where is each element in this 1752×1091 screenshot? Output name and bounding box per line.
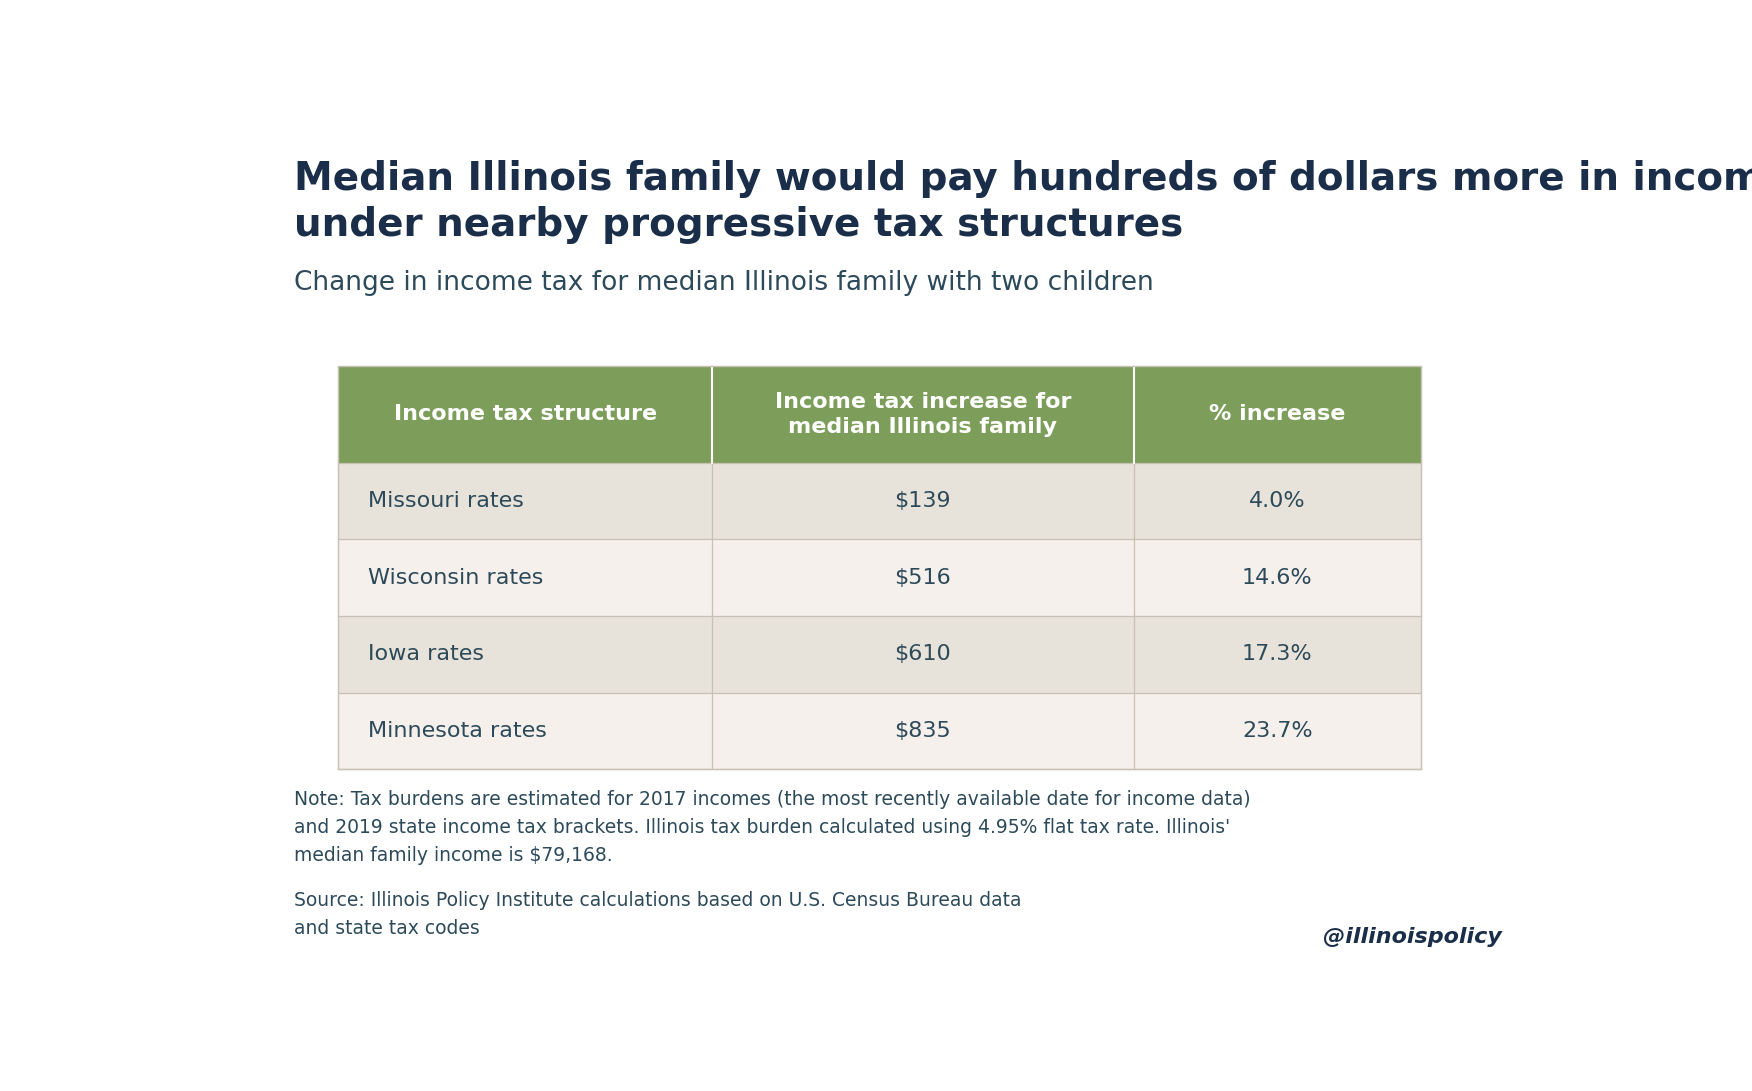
Bar <box>338 539 1421 616</box>
Text: $835: $835 <box>895 721 951 741</box>
Text: % increase: % increase <box>1209 405 1346 424</box>
Text: Income tax increase for
median Illinois family: Income tax increase for median Illinois … <box>774 392 1070 436</box>
Text: Change in income tax for median Illinois family with two children: Change in income tax for median Illinois… <box>294 269 1153 296</box>
Bar <box>338 616 1421 693</box>
Text: Wisconsin rates: Wisconsin rates <box>368 567 543 588</box>
Bar <box>338 693 1421 769</box>
Text: Missouri rates: Missouri rates <box>368 491 524 511</box>
Text: Income tax structure: Income tax structure <box>394 405 657 424</box>
Text: 4.0%: 4.0% <box>1249 491 1305 511</box>
Bar <box>338 367 1421 769</box>
Text: Note: Tax burdens are estimated for 2017 incomes (the most recently available da: Note: Tax burdens are estimated for 2017… <box>294 790 1251 865</box>
Text: $516: $516 <box>895 567 951 588</box>
Text: @illinoispolicy: @illinoispolicy <box>1323 927 1501 947</box>
Text: Source: Illinois Policy Institute calculations based on U.S. Census Bureau data
: Source: Illinois Policy Institute calcul… <box>294 891 1021 938</box>
Text: 14.6%: 14.6% <box>1242 567 1312 588</box>
Text: 23.7%: 23.7% <box>1242 721 1312 741</box>
Bar <box>338 367 1421 463</box>
Text: $610: $610 <box>895 645 951 664</box>
Text: 17.3%: 17.3% <box>1242 645 1312 664</box>
Text: Iowa rates: Iowa rates <box>368 645 484 664</box>
Text: Median Illinois family would pay hundreds of dollars more in income taxes
under : Median Illinois family would pay hundred… <box>294 160 1752 243</box>
Bar <box>338 463 1421 539</box>
Text: Minnesota rates: Minnesota rates <box>368 721 547 741</box>
Text: $139: $139 <box>895 491 951 511</box>
